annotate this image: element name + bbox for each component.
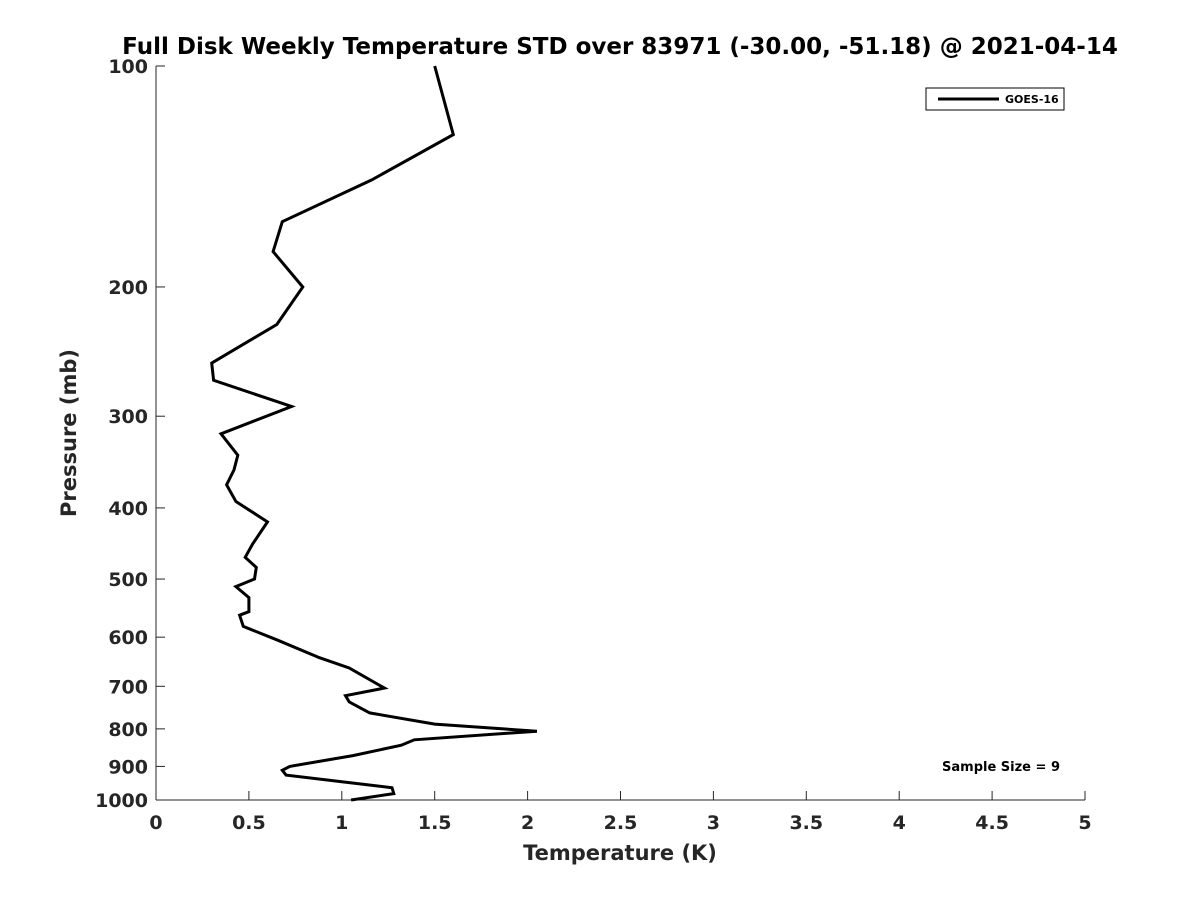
legend-entry-goes-16: GOES-16 bbox=[1005, 93, 1059, 106]
y-axis-ticks: 100 200 300 400 500 600 700 800 900 1000 bbox=[95, 56, 165, 812]
x-tick-label: 2.5 bbox=[604, 812, 638, 834]
sample-size-annotation: Sample Size = 9 bbox=[942, 760, 1060, 775]
series-layer bbox=[210, 65, 538, 802]
series-line-goes-16 bbox=[210, 65, 538, 802]
x-tick-label: 4 bbox=[893, 812, 906, 834]
x-tick-label: 3.5 bbox=[789, 812, 823, 834]
y-tick-label: 1000 bbox=[95, 790, 148, 812]
x-tick-label: 1.5 bbox=[418, 812, 452, 834]
x-tick-label: 5 bbox=[1078, 812, 1091, 834]
chart-title: Full Disk Weekly Temperature STD over 83… bbox=[122, 34, 1118, 60]
x-tick-label: 1 bbox=[335, 812, 348, 834]
y-tick-label: 600 bbox=[108, 627, 148, 649]
x-tick-label: 2 bbox=[521, 812, 534, 834]
x-tick-label: 0 bbox=[149, 812, 162, 834]
legend: GOES-16 bbox=[925, 87, 1065, 111]
plot-area bbox=[155, 66, 1085, 801]
y-tick-label: 700 bbox=[108, 676, 148, 698]
y-tick-label: 900 bbox=[108, 756, 148, 778]
x-tick-label: 0.5 bbox=[232, 812, 266, 834]
x-axis-label: Temperature (K) bbox=[523, 841, 717, 865]
y-tick-label: 200 bbox=[108, 277, 148, 299]
x-tick-label: 3 bbox=[707, 812, 720, 834]
y-tick-label: 400 bbox=[108, 498, 148, 520]
y-tick-label: 500 bbox=[108, 569, 148, 591]
y-axis-label: Pressure (mb) bbox=[57, 349, 81, 517]
y-tick-label: 800 bbox=[108, 719, 148, 741]
x-axis-ticks: 0 0.5 1 1.5 2 2.5 3 3.5 4 4.5 5 bbox=[149, 791, 1092, 834]
y-tick-label: 100 bbox=[108, 56, 148, 78]
y-tick-label: 300 bbox=[108, 406, 148, 428]
x-tick-label: 4.5 bbox=[975, 812, 1009, 834]
